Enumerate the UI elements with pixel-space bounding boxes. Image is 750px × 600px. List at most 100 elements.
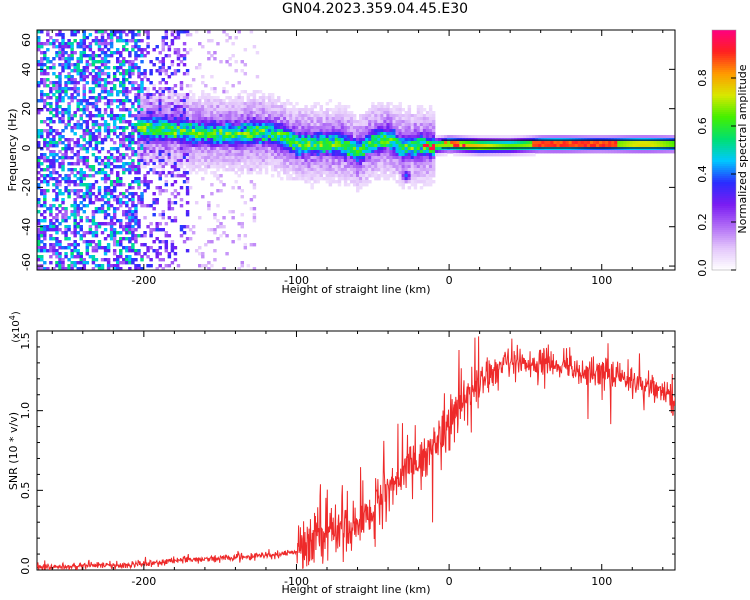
spectrogram-cell — [386, 165, 390, 169]
spectrogram-cell — [504, 135, 509, 139]
spectrogram-cell — [164, 144, 169, 148]
spectrogram-cell — [343, 168, 348, 172]
spectrogram-cell — [371, 147, 375, 151]
spectrogram-cell — [252, 123, 257, 127]
spectrogram-cell — [334, 108, 339, 112]
spectrogram-cell — [237, 138, 241, 142]
spectrogram-cell — [46, 96, 50, 100]
spectrogram-cell — [179, 141, 184, 145]
spectrogram-cell — [140, 93, 144, 97]
spectrogram-cell — [170, 162, 175, 166]
spectrogram-cell — [52, 81, 56, 85]
spectrogram-cell — [191, 108, 196, 112]
spectrogram-cell — [152, 138, 156, 142]
spectrogram-cell — [49, 117, 53, 121]
spectrogram-cell — [662, 150, 667, 154]
spectrogram-cell — [94, 210, 99, 214]
spectrogram-cell — [198, 165, 202, 169]
spectrogram-cell — [131, 39, 135, 43]
spectrogram-cell — [100, 264, 105, 268]
spectrogram-cell — [97, 72, 102, 76]
spectrogram-cell — [216, 141, 220, 145]
spectrogram-cell — [79, 195, 83, 199]
spectrogram-cell — [444, 147, 448, 151]
spectrogram-cell — [119, 249, 123, 253]
spectrogram-cell — [301, 111, 305, 115]
spectrogram-cell — [319, 144, 323, 148]
spectrogram-cell — [179, 129, 184, 133]
spectrogram-cell — [91, 60, 96, 64]
spectrogram-cell — [608, 147, 612, 151]
spectrogram-cell — [273, 150, 278, 154]
spectrogram-cell — [152, 132, 156, 136]
spectrogram-cell — [225, 141, 229, 145]
spectrogram-cell — [210, 120, 214, 124]
spectrogram-cell — [112, 195, 117, 199]
spectrogram-cell — [395, 108, 399, 112]
spectrogram-cell — [100, 117, 105, 121]
spectrogram-cell — [82, 108, 87, 112]
spectrogram-cell — [155, 198, 159, 202]
spectrogram-cell — [304, 144, 308, 148]
spectrogram-cell — [198, 102, 202, 106]
spectrogram-cell — [665, 135, 670, 139]
spectrogram-cell — [115, 174, 120, 178]
spectrogram-cell — [392, 177, 396, 181]
spectrogram-cell — [134, 81, 138, 85]
spectrogram-cell — [170, 192, 175, 196]
spectrogram-cell — [313, 114, 317, 118]
spectrogram-cell — [267, 156, 272, 160]
spectrogram-cell — [109, 111, 114, 115]
spectrogram-cell — [155, 150, 159, 154]
spectrogram-cell — [359, 120, 363, 124]
spectrogram-cell — [170, 246, 175, 250]
spectrogram-cell — [252, 186, 257, 190]
spectrogram-cell — [194, 111, 199, 115]
spectrogram-cell — [246, 132, 251, 136]
spectrogram-cell — [70, 48, 74, 52]
spectrogram-cell — [76, 63, 80, 67]
spectrogram-cell — [109, 42, 114, 46]
spectrogram-cell — [155, 102, 159, 106]
spectrogram-cell — [246, 159, 251, 163]
spectrogram-cell — [64, 93, 68, 97]
colorbar-step — [712, 44, 736, 47]
spectrogram-cell — [137, 168, 141, 172]
spectrogram-cell — [164, 264, 169, 268]
spectrogram-cell — [343, 117, 348, 121]
spectrogram-cell — [529, 135, 533, 139]
spectrogram-cell — [149, 159, 153, 163]
spectrogram-cell — [650, 135, 655, 139]
spectrogram-cell — [352, 129, 357, 133]
spectrogram-cell — [134, 45, 138, 49]
spectrogram-cell — [40, 213, 44, 217]
spectrogram-cell — [67, 258, 71, 262]
spectrogram-cell — [155, 129, 159, 133]
spectrogram-cell — [176, 69, 181, 73]
spectrogram-cell — [73, 111, 77, 115]
spectrogram-cell — [167, 255, 172, 259]
spectrogram-cell — [182, 117, 187, 121]
spectrogram-cell — [152, 159, 156, 163]
spectrogram-cell — [207, 99, 211, 103]
spectrogram-cell — [267, 123, 272, 127]
spectrogram-cell — [407, 165, 412, 169]
spectrogram-cell — [52, 183, 56, 187]
spectrogram-cell — [240, 96, 244, 100]
spectrogram-cell — [55, 75, 59, 79]
spectrogram-cell — [252, 213, 257, 217]
spectrogram-cell — [146, 45, 150, 49]
spectrogram-cell — [128, 114, 132, 118]
spectrogram-cell — [103, 60, 108, 64]
spectrogram-cell — [131, 210, 135, 214]
spectrogram-cell — [331, 111, 336, 115]
spectrogram-cell — [191, 168, 196, 172]
spectrogram-cell — [316, 168, 320, 172]
spectrogram-cell — [173, 189, 178, 193]
spectrogram-cell — [155, 126, 159, 130]
spectrogram-cell — [103, 138, 108, 142]
spectrogram-cell — [46, 144, 50, 148]
spectrogram-cell — [106, 246, 111, 250]
spectrogram-cell — [43, 261, 47, 265]
spectrogram-cell — [337, 129, 342, 133]
